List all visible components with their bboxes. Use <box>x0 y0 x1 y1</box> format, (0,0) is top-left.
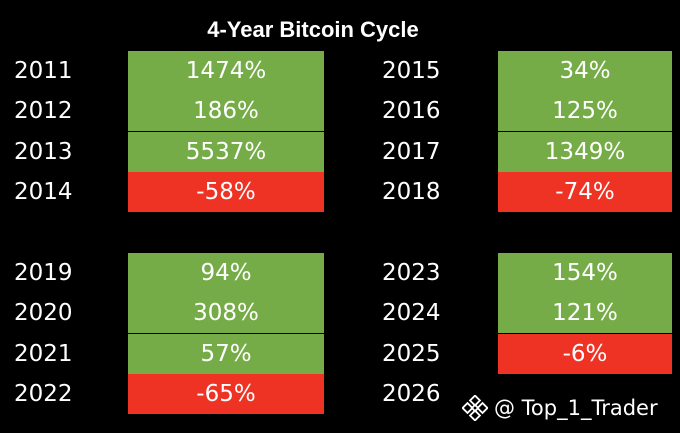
year-label: 2013 <box>14 138 73 165</box>
table-row: 2012 186% <box>14 91 324 132</box>
positive-return-cell: 154% <box>498 253 672 293</box>
year-label: 2012 <box>14 98 73 125</box>
table-row: 2020 308% <box>14 293 324 334</box>
positive-return-cell: 186% <box>128 91 324 132</box>
binance-logo-icon <box>462 395 488 421</box>
positive-return-cell: 57% <box>128 333 324 374</box>
positive-return-cell: 94% <box>128 253 324 293</box>
negative-return-cell: -74% <box>498 171 672 212</box>
year-label: 2018 <box>382 178 441 205</box>
table-row: 2025 -6% <box>382 333 672 374</box>
table-row: 2026 <box>382 374 672 414</box>
cycle-block-2019-2022: 2019 94% 2020 308% 2021 57% 2022 -65% <box>14 253 324 414</box>
table-row: 2018 -74% <box>382 171 672 212</box>
positive-return-cell: 308% <box>128 293 324 334</box>
table-row: 2016 125% <box>382 91 672 132</box>
table-row: 2017 1349% <box>382 131 672 172</box>
cycle-block-2023-2026: 2023 154% 2024 121% 2025 -6% 2026 <box>382 253 672 414</box>
table-row: 2023 154% <box>382 253 672 293</box>
year-label: 2022 <box>14 380 73 407</box>
year-label: 2023 <box>382 260 441 286</box>
negative-return-cell: -6% <box>498 333 672 374</box>
year-label: 2011 <box>14 58 73 84</box>
positive-return-cell: 1474% <box>128 51 324 91</box>
table-row: 2021 57% <box>14 333 324 374</box>
table-row: 2013 5537% <box>14 131 324 172</box>
table-row: 2019 94% <box>14 253 324 293</box>
positive-return-cell: 121% <box>498 293 672 334</box>
positive-return-cell: 34% <box>498 51 672 91</box>
table-row: 2015 34% <box>382 51 672 91</box>
table-row: 2024 121% <box>382 293 672 334</box>
positive-return-cell: 5537% <box>128 131 324 172</box>
year-label: 2026 <box>382 380 441 407</box>
negative-return-cell: -58% <box>128 171 324 212</box>
year-label: 2019 <box>14 260 73 286</box>
table-row: 2022 -65% <box>14 373 324 414</box>
year-label: 2014 <box>14 178 73 205</box>
year-label: 2016 <box>382 98 441 125</box>
year-label: 2017 <box>382 138 441 165</box>
watermark: @ Top_1_Trader <box>462 392 658 424</box>
year-label: 2020 <box>14 300 73 327</box>
year-label: 2015 <box>382 58 441 84</box>
cycle-block-2015-2018: 2015 34% 2016 125% 2017 1349% 2018 -74% <box>382 51 672 212</box>
chart-title: 4-Year Bitcoin Cycle <box>207 17 419 42</box>
table-row: 2011 1474% <box>14 51 324 91</box>
positive-return-cell: 125% <box>498 91 672 132</box>
watermark-handle: @ Top_1_Trader <box>494 396 658 420</box>
cycle-block-2011-2014: 2011 1474% 2012 186% 2013 5537% 2014 -58% <box>14 51 324 212</box>
year-label: 2021 <box>14 340 73 367</box>
table-row: 2014 -58% <box>14 171 324 212</box>
year-label: 2025 <box>382 340 441 367</box>
year-label: 2024 <box>382 300 441 327</box>
negative-return-cell: -65% <box>128 373 324 414</box>
positive-return-cell: 1349% <box>498 131 672 172</box>
